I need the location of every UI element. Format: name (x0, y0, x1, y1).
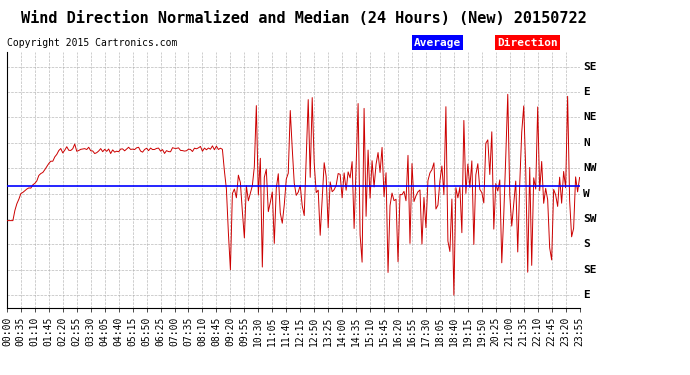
Text: SW: SW (583, 214, 597, 224)
Text: N: N (583, 138, 590, 148)
Text: NE: NE (583, 112, 597, 122)
Text: SE: SE (583, 62, 597, 72)
Text: SE: SE (583, 265, 597, 275)
Text: E: E (583, 87, 590, 97)
Text: E: E (583, 290, 590, 300)
Text: NW: NW (583, 163, 597, 173)
Text: Wind Direction Normalized and Median (24 Hours) (New) 20150722: Wind Direction Normalized and Median (24… (21, 11, 586, 26)
Text: Direction: Direction (497, 38, 558, 48)
Text: S: S (583, 239, 590, 249)
Text: W: W (583, 189, 590, 198)
Text: Average: Average (414, 38, 461, 48)
Text: Copyright 2015 Cartronics.com: Copyright 2015 Cartronics.com (7, 38, 177, 48)
